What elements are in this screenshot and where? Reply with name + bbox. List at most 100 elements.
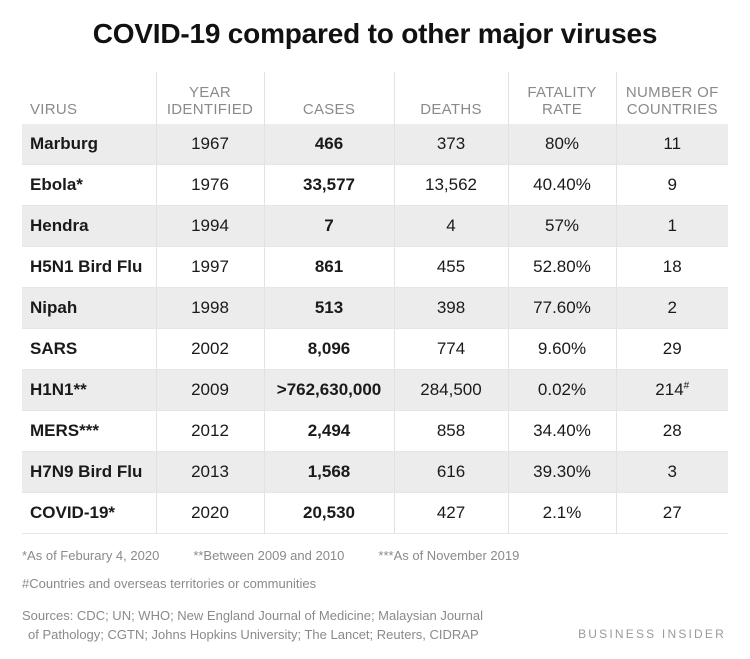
- cell-value: 3: [667, 462, 677, 481]
- cell-number-of-countries: 3: [615, 451, 728, 493]
- column-header-line1: FATALITY: [527, 84, 597, 101]
- cell-fatality-rate: 40.40%: [507, 164, 616, 206]
- cell-value: 1976: [191, 175, 229, 194]
- cell-value: 1,568: [307, 462, 351, 481]
- column-header-line2: IDENTIFIED: [166, 101, 254, 118]
- cell-virus: H7N9 Bird Flu: [22, 451, 156, 493]
- cell-cases: 513: [263, 287, 394, 329]
- cell-cases: >762,630,000: [263, 369, 394, 411]
- table-row: Ebola* 1976 33,577 13,562 40.40% 9: [22, 164, 728, 206]
- cell-value: 20,530: [303, 503, 355, 522]
- table-row: COVID-19* 2020 20,530 427 2.1% 27: [22, 492, 728, 534]
- cell-number-of-countries: 28: [615, 410, 728, 452]
- table-row: H1N1** 2009 >762,630,000 284,500 0.02% 214#: [22, 369, 728, 411]
- cell-virus: COVID-19*: [22, 492, 156, 534]
- cell-value: 52.80%: [533, 257, 591, 276]
- column-header-virus: VIRUS: [22, 72, 156, 124]
- cell-year-identified: 2002: [155, 328, 264, 370]
- cell-fatality-rate: 77.60%: [507, 287, 616, 329]
- cell-cases: 2,494: [263, 410, 394, 452]
- cell-cases: 466: [263, 124, 394, 165]
- table-row: H7N9 Bird Flu 2013 1,568 616 39.30% 3: [22, 451, 728, 493]
- cell-virus: Hendra: [22, 205, 156, 247]
- cell-value: 2012: [191, 421, 229, 440]
- cell-value: Nipah: [30, 298, 78, 317]
- cell-value: 2: [667, 298, 677, 317]
- cell-number-of-countries: 27: [615, 492, 728, 534]
- cell-value: 2009: [191, 380, 229, 399]
- virus-comparison-table: VIRUS YEAR IDENTIFIED CASES DEATHS FATALITY RA…: [22, 72, 728, 534]
- table-row: SARS 2002 8,096 774 9.60% 29: [22, 328, 728, 370]
- cell-value: 13,562: [425, 175, 477, 194]
- cell-number-of-countries: 1: [615, 205, 728, 247]
- cell-value: >762,630,000: [276, 380, 382, 399]
- cell-value: 1994: [191, 216, 229, 235]
- cell-value: 39.30%: [533, 462, 591, 481]
- cell-year-identified: 2013: [155, 451, 264, 493]
- cell-virus: H1N1**: [22, 369, 156, 411]
- cell-value: 2013: [191, 462, 229, 481]
- column-header-deaths: DEATHS: [393, 72, 508, 124]
- cell-value: H5N1 Bird Flu: [30, 257, 143, 276]
- cell-value: 18: [662, 257, 682, 276]
- cell-value: 34.40%: [533, 421, 591, 440]
- cell-value: 33,577: [303, 175, 355, 194]
- cell-value: 28: [662, 421, 682, 440]
- cell-cases: 1,568: [263, 451, 394, 493]
- cell-number-of-countries: 9: [615, 164, 728, 206]
- cell-value: H1N1**: [30, 380, 87, 399]
- cell-cases: 7: [263, 205, 394, 247]
- table-row: Hendra 1994 7 4 57% 1: [22, 205, 728, 247]
- column-header-fatality-rate: FATALITY RATE: [507, 72, 616, 124]
- footnote-between-years: **Between 2009 and 2010: [193, 548, 345, 563]
- table-row: H5N1 Bird Flu 1997 861 455 52.80% 18: [22, 246, 728, 288]
- cell-virus: Marburg: [22, 124, 156, 165]
- cell-value: 2.1%: [542, 503, 582, 522]
- cell-deaths: 373: [393, 124, 508, 165]
- cell-value: 513: [314, 298, 344, 317]
- cell-value: SARS: [30, 339, 78, 358]
- cell-fatality-rate: 0.02%: [507, 369, 616, 411]
- header-row: VIRUS YEAR IDENTIFIED CASES DEATHS FATALITY RA…: [22, 72, 728, 124]
- cell-value: 858: [436, 421, 466, 440]
- cell-value: 1: [667, 216, 677, 235]
- table-row: Marburg 1967 466 373 80% 11: [22, 124, 728, 165]
- cell-value: Ebola*: [30, 175, 83, 194]
- cell-virus: SARS: [22, 328, 156, 370]
- cell-value: 616: [436, 462, 466, 481]
- cell-fatality-rate: 52.80%: [507, 246, 616, 288]
- cell-value: 373: [436, 134, 466, 153]
- cell-value: 77.60%: [533, 298, 591, 317]
- cell-fatality-rate: 2.1%: [507, 492, 616, 534]
- cell-value: 455: [436, 257, 466, 276]
- cell-value: 774: [436, 339, 466, 358]
- cell-deaths: 616: [393, 451, 508, 493]
- table-body: Marburg 1967 466 373 80% 11 Ebola* 1976 33,577 13…: [22, 124, 728, 534]
- cell-value: 7: [324, 216, 334, 235]
- cell-number-of-countries: 18: [615, 246, 728, 288]
- cell-value: 0.02%: [537, 380, 587, 399]
- cell-fatality-rate: 9.60%: [507, 328, 616, 370]
- cell-deaths: 13,562: [393, 164, 508, 206]
- column-header-line1: NUMBER OF: [625, 84, 719, 101]
- cell-value: 1967: [191, 134, 229, 153]
- cell-virus: H5N1 Bird Flu: [22, 246, 156, 288]
- cell-value: 9: [667, 175, 677, 194]
- column-header-number-of-countries: NUMBER OF COUNTRIES: [615, 72, 728, 124]
- cell-cases: 33,577: [263, 164, 394, 206]
- cell-value: H7N9 Bird Flu: [30, 462, 143, 481]
- cell-deaths: 284,500: [393, 369, 508, 411]
- cell-year-identified: 1997: [155, 246, 264, 288]
- cell-year-identified: 2020: [155, 492, 264, 534]
- column-header-line1: VIRUS: [30, 101, 78, 118]
- cell-deaths: 774: [393, 328, 508, 370]
- cell-year-identified: 1967: [155, 124, 264, 165]
- cell-value: 214: [655, 380, 684, 399]
- column-header-line1: DEATHS: [420, 101, 482, 118]
- cell-number-of-countries: 214#: [615, 369, 728, 411]
- footnote-countries: #Countries and overseas territories or c…: [22, 576, 317, 591]
- cell-value: 2002: [191, 339, 229, 358]
- cell-value: Hendra: [30, 216, 89, 235]
- table-row: MERS*** 2012 2,494 858 34.40% 28: [22, 410, 728, 452]
- cell-number-of-countries: 11: [615, 124, 728, 165]
